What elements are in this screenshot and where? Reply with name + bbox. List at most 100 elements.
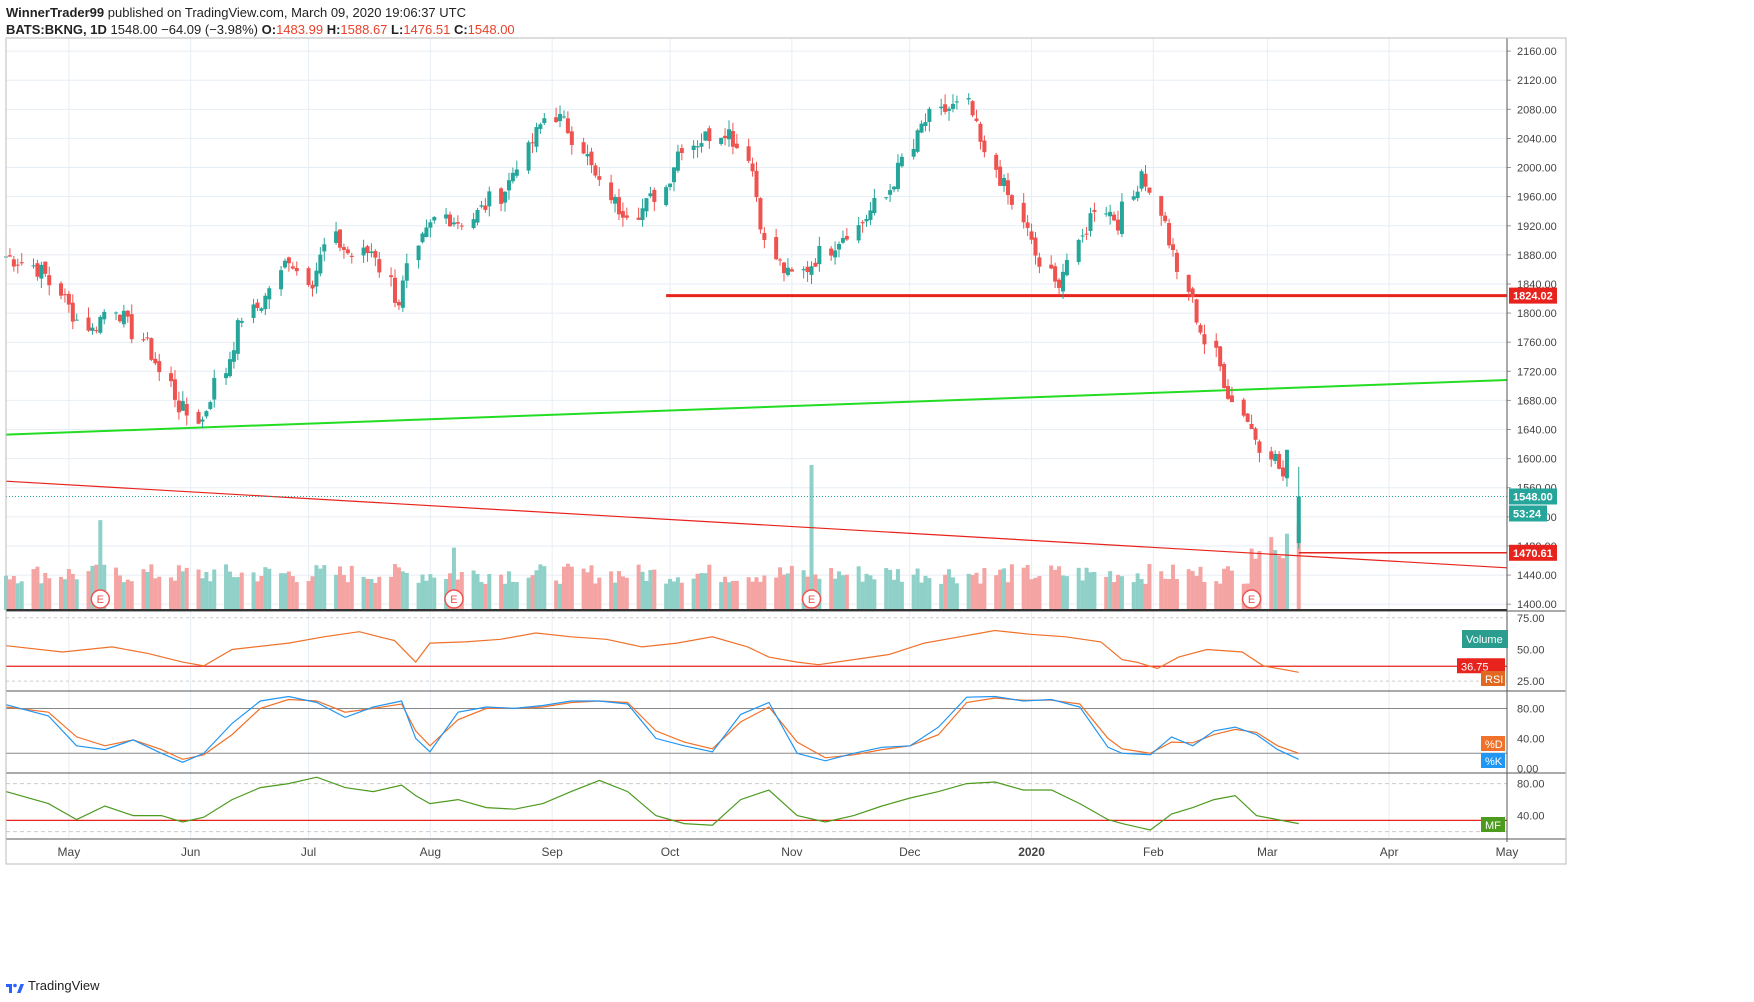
candle-body: [538, 124, 543, 129]
volume-bar: [239, 572, 244, 610]
volume-bar: [652, 569, 657, 610]
candle-body: [609, 182, 614, 201]
candle-body: [978, 123, 983, 142]
volume-bar: [404, 572, 409, 610]
candle-body: [1245, 413, 1250, 422]
candle-body: [499, 188, 504, 204]
candle-body: [1033, 237, 1038, 256]
candle-body: [919, 123, 924, 133]
candle-body: [1218, 346, 1223, 367]
volume-bar: [1092, 571, 1097, 610]
volume-bar: [569, 566, 574, 610]
volume-bar: [1281, 558, 1286, 610]
volume-bar: [424, 580, 429, 610]
candle-body: [778, 259, 783, 261]
volume-bar: [888, 569, 893, 610]
candle-body: [334, 231, 339, 243]
close-label: C:: [453, 22, 468, 37]
volume-bar: [978, 583, 983, 610]
volume-bar: [538, 564, 543, 610]
candle-body: [39, 264, 44, 279]
candle-body: [1198, 325, 1203, 333]
time-axis-label: May: [1496, 845, 1519, 859]
stoch-k-label-text: %K: [1485, 756, 1503, 768]
candle-body: [758, 198, 763, 230]
candle-body: [558, 113, 563, 122]
candle-body: [554, 117, 559, 122]
price-label-text: 1824.02: [1513, 291, 1553, 303]
candle-body: [1037, 257, 1042, 267]
volume-bar: [314, 565, 319, 610]
candle-body: [597, 176, 602, 180]
candle-body: [565, 118, 570, 134]
volume-bar: [102, 564, 107, 610]
candle-body: [789, 269, 794, 272]
candle-body: [471, 219, 476, 228]
volume-bar: [86, 571, 91, 610]
candle-body: [585, 153, 590, 157]
candle-body: [227, 359, 232, 377]
candle-body: [1092, 210, 1097, 212]
time-axis-label: Aug: [420, 845, 441, 859]
volume-bar: [184, 567, 189, 610]
volume-bar: [1005, 582, 1010, 610]
candle-body: [506, 180, 511, 191]
volume-bar: [585, 572, 590, 610]
volume-bar: [377, 576, 382, 610]
volume-bar: [719, 582, 724, 610]
candle-body: [616, 197, 621, 215]
candle-body: [1053, 266, 1058, 282]
candle-body: [833, 250, 838, 258]
volume-bar: [542, 566, 547, 610]
stoch-k-label-box: [1481, 753, 1505, 768]
candle-body: [1186, 274, 1191, 292]
candle-body: [1108, 211, 1113, 217]
candle-body: [640, 208, 645, 221]
volume-bar: [754, 577, 759, 610]
candle-body: [432, 217, 437, 221]
volume-bar: [369, 578, 374, 610]
volume-bar: [145, 571, 150, 610]
candle-body: [208, 402, 213, 409]
candle-body: [345, 249, 350, 254]
candle-body: [844, 236, 849, 240]
candle-body: [444, 214, 449, 219]
candle-body: [872, 198, 877, 214]
volume-bar: [844, 574, 849, 610]
candle-body: [149, 338, 154, 360]
candle-body: [856, 225, 861, 241]
volume-bar: [974, 572, 979, 610]
volume-bar: [911, 574, 916, 610]
candle-body: [707, 128, 712, 142]
candle-body: [184, 404, 189, 416]
close-value: 1548.00: [467, 22, 515, 37]
candle-body: [1002, 178, 1007, 186]
volume-bar: [235, 577, 240, 610]
candle-body: [15, 264, 20, 266]
volume-bar: [416, 582, 421, 610]
volume-bar: [506, 571, 511, 610]
price-axis-label: 1600.00: [1517, 454, 1557, 466]
candle-body: [892, 186, 897, 190]
volume-bar: [451, 547, 456, 610]
volume-bar: [373, 582, 378, 610]
candle-body: [982, 140, 987, 153]
candle-body: [664, 187, 669, 206]
candle-body: [428, 222, 433, 228]
candle-body: [1159, 196, 1164, 216]
time-axis-label: Jul: [301, 845, 316, 859]
volume-bar: [534, 570, 539, 610]
candle-body: [1139, 171, 1144, 189]
volume-bar: [389, 576, 394, 610]
volume-bar: [263, 567, 268, 610]
candle-body: [829, 248, 834, 256]
candle-body: [393, 277, 398, 303]
volume-bar: [1214, 581, 1219, 610]
candle-body: [1060, 271, 1065, 292]
volume-bar: [259, 575, 264, 610]
volume-bar: [884, 568, 889, 610]
volume-bar: [789, 565, 794, 610]
price-axis-label: 1400.00: [1517, 599, 1557, 611]
volume-bar: [581, 568, 586, 610]
